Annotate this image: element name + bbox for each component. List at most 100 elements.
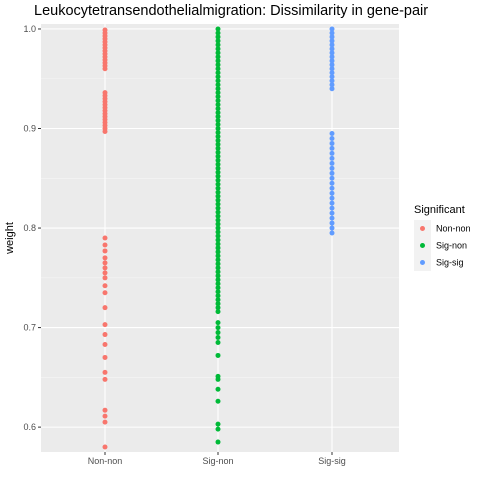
data-point [215,86,221,92]
data-point [329,86,335,92]
data-point [329,34,335,40]
y-tick-label: 0.9 [23,124,36,134]
data-point [215,161,221,167]
data-point [102,265,108,271]
data-point [215,102,221,108]
data-point [102,255,108,261]
data-point [215,58,221,64]
data-point [215,301,221,307]
data-point [102,419,108,425]
data-point [215,261,221,267]
y-axis: 0.6 0.7 0.8 0.9 1.0 [23,24,41,432]
data-point [102,354,108,360]
data-point [102,413,108,419]
legend-title: Significant [414,204,465,216]
data-point [329,200,335,206]
legend-swatch [420,260,425,265]
data-point [215,126,221,132]
data-point [215,145,221,151]
data-point [215,330,221,336]
data-point [329,160,335,166]
data-point [215,217,221,223]
data-point [215,94,221,100]
data-point [329,230,335,236]
data-point [215,320,221,326]
data-point [215,153,221,159]
data-point [215,149,221,155]
data-point [102,290,108,296]
data-point [102,376,108,382]
data-point [215,106,221,112]
data-point [215,66,221,72]
data-point [215,285,221,291]
data-point [102,332,108,338]
data-point [215,181,221,187]
data-point [329,165,335,171]
data-point [329,130,335,136]
data-point [215,237,221,243]
data-point [215,74,221,80]
data-point [215,233,221,239]
data-point [102,270,108,276]
data-point [215,173,221,179]
data-point [215,54,221,60]
data-point [329,155,335,161]
data-point [215,325,221,331]
data-point [215,185,221,191]
data-point [329,210,335,216]
data-point [215,269,221,275]
data-point [215,281,221,287]
data-point [329,42,335,48]
data-point [102,407,108,413]
data-point [329,195,335,201]
data-point [102,242,108,248]
data-point [329,82,335,88]
legend-label: Non-non [436,224,471,234]
data-point [329,170,335,176]
data-point [215,289,221,295]
data-point [329,70,335,76]
data-point [329,215,335,221]
data-point [102,275,108,281]
data-point [215,426,221,432]
data-points [102,26,335,450]
y-tick-label: 0.7 [23,323,36,333]
data-point [215,229,221,235]
data-point [215,335,221,341]
y-axis-title: weight [4,222,16,255]
data-point [215,157,221,163]
data-point [329,26,335,32]
y-tick-label: 0.8 [23,223,36,233]
data-point [215,257,221,263]
legend-label: Sig-non [436,241,467,251]
data-point [215,297,221,303]
y-tick-label: 0.6 [23,422,36,432]
data-point [215,50,221,56]
data-point [215,118,221,124]
data-point [102,322,108,328]
data-point [329,190,335,196]
data-point [215,82,221,88]
data-point [329,58,335,64]
data-point [215,169,221,175]
data-point [215,249,221,255]
data-point [102,90,108,96]
data-point [215,305,221,311]
data-point [215,373,221,379]
data-point [215,398,221,404]
data-point [215,38,221,44]
data-point [215,197,221,203]
data-point [102,260,108,266]
data-point [329,66,335,72]
data-point [215,177,221,183]
data-point [329,54,335,60]
data-point [215,62,221,68]
legend: Significant Non-non Sig-non Sig-sig [414,204,471,271]
data-point [102,235,108,241]
data-point [102,369,108,375]
x-axis: Non-non Sig-non Sig-sig [88,452,346,466]
data-point [215,70,221,76]
data-point [215,193,221,199]
data-point [102,27,108,33]
